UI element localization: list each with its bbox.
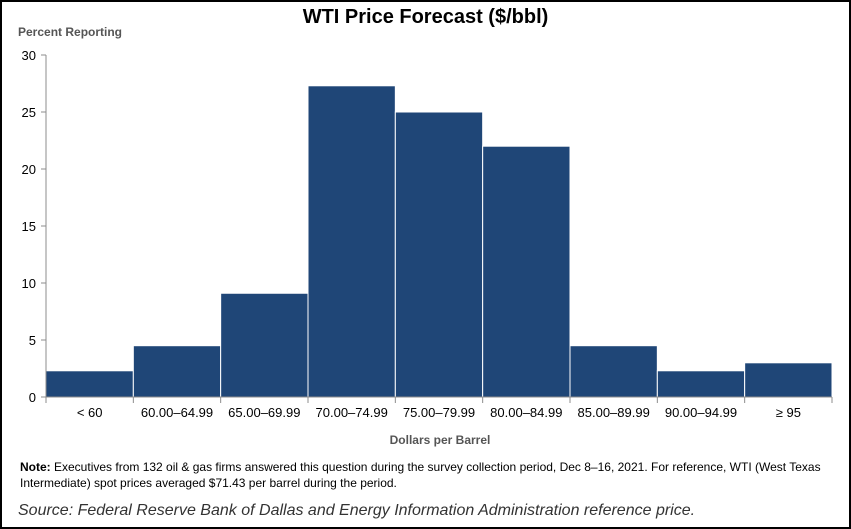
y-tick-label: 10 xyxy=(22,276,36,291)
note-text: Note: Executives from 132 oil & gas firm… xyxy=(20,459,835,491)
x-tick-label: ≥ 95 xyxy=(776,405,801,420)
bar-1 xyxy=(132,345,222,398)
y-tick-label: 25 xyxy=(22,105,36,120)
note-body: Executives from 132 oil & gas firms answ… xyxy=(20,460,821,490)
source-text: Source: Federal Reserve Bank of Dallas a… xyxy=(18,502,696,519)
x-tick-label: 90.00–94.99 xyxy=(665,405,737,420)
y-axis-label: Percent Reporting xyxy=(18,25,123,39)
bar-2 xyxy=(220,292,309,398)
chart-title: WTI Price Forecast ($/bbl) xyxy=(302,6,549,28)
x-tick-label: 60.00–64.99 xyxy=(141,405,213,420)
y-tick-label: 30 xyxy=(22,48,36,63)
bar-7 xyxy=(656,370,746,398)
y-tick-label: 5 xyxy=(29,333,36,348)
bar-3 xyxy=(307,85,396,398)
bar-6 xyxy=(569,345,658,398)
y-tick-label: 20 xyxy=(22,162,36,177)
y-tick-label: 15 xyxy=(22,219,36,234)
x-tick-label: 65.00–69.99 xyxy=(228,405,300,420)
bar-5 xyxy=(482,145,571,398)
x-tick-label: 80.00–84.99 xyxy=(490,405,562,420)
bar-4 xyxy=(394,111,484,398)
note-label: Note: xyxy=(20,460,51,474)
x-axis-label: Dollars per Barrel xyxy=(389,433,491,447)
x-tick-label: 75.00–79.99 xyxy=(403,405,475,420)
x-tick-label: 85.00–89.99 xyxy=(578,405,650,420)
x-tick-label: < 60 xyxy=(77,405,103,420)
x-tick-label: 70.00–74.99 xyxy=(316,405,388,420)
bar-0 xyxy=(45,370,134,398)
bar-8 xyxy=(744,362,833,398)
y-tick-label: 0 xyxy=(29,390,36,405)
